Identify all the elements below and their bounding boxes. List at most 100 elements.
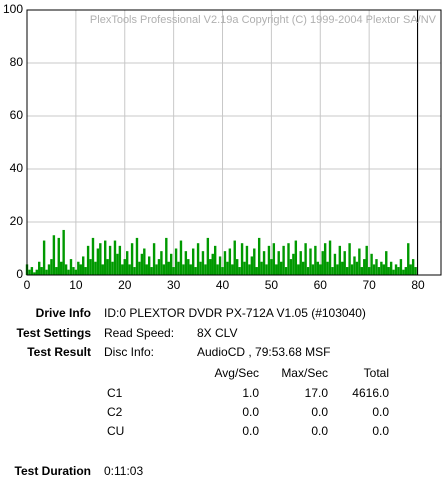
bar: [228, 248, 232, 275]
bar: [343, 251, 346, 275]
cell: 0.0: [311, 405, 328, 419]
bar: [38, 261, 41, 275]
bar: [253, 248, 256, 275]
bar: [331, 267, 334, 275]
row-label: CU: [107, 424, 124, 438]
bar: [79, 264, 82, 275]
bar: [67, 269, 70, 275]
bar: [165, 237, 168, 275]
bar: [155, 264, 158, 275]
bar: [201, 251, 205, 275]
cell: 0.0: [311, 424, 328, 438]
watermark: PlexTools Professional V2.19a Copyright …: [90, 14, 437, 26]
bar: [299, 251, 302, 275]
bar: [50, 259, 53, 275]
bar: [196, 243, 200, 275]
bar: [294, 240, 298, 275]
bar: [314, 245, 317, 275]
value: 8X CLV: [197, 326, 237, 340]
bar: [113, 240, 117, 275]
bar: [240, 243, 244, 275]
bar: [150, 267, 153, 275]
cell: 1.0: [242, 386, 259, 400]
y-tick-label: 80: [10, 55, 24, 69]
bar: [348, 243, 351, 275]
bar: [91, 237, 95, 275]
bar: [57, 237, 60, 275]
bar: [33, 272, 36, 275]
bar: [187, 259, 190, 275]
bar: [96, 248, 100, 275]
bar: [277, 251, 280, 275]
bar: [358, 248, 361, 275]
bar: [69, 259, 73, 275]
bar: [389, 261, 393, 275]
cell: 0.0: [242, 424, 259, 438]
bar: [116, 253, 119, 275]
bar: [231, 264, 234, 275]
bar: [28, 269, 31, 275]
bar: [387, 267, 390, 275]
bar: [245, 245, 249, 275]
bar: [243, 261, 246, 275]
bar: [143, 248, 146, 275]
bar: [382, 264, 386, 275]
bar: [211, 253, 214, 275]
bar: [84, 267, 87, 275]
cell: 0.0: [372, 405, 389, 419]
row-label: C1: [107, 386, 123, 400]
bar: [101, 264, 104, 275]
x-tick-label: 30: [167, 278, 181, 292]
bar: [145, 264, 148, 275]
x-tick-label: 70: [362, 278, 376, 292]
bar: [226, 261, 229, 275]
bar: [42, 240, 46, 275]
bar: [284, 267, 288, 275]
bar: [350, 264, 354, 275]
column-header: Total: [364, 366, 389, 380]
bar: [363, 259, 366, 275]
bar: [233, 240, 236, 275]
bar: [404, 267, 408, 275]
bar: [370, 253, 373, 275]
bar: [104, 240, 107, 275]
y-tick-label: 60: [10, 108, 24, 122]
bar: [130, 243, 134, 275]
x-tick-label: 0: [24, 278, 31, 292]
bar: [250, 256, 254, 275]
bar: [279, 261, 283, 275]
bar: [89, 259, 92, 275]
bar: [118, 245, 122, 275]
column-header: Max/Sec: [281, 366, 328, 380]
bar: [94, 261, 97, 275]
bar: [77, 261, 80, 275]
bar: [297, 264, 300, 275]
bar: [162, 264, 166, 275]
bar: [301, 261, 305, 275]
bar: [126, 251, 129, 275]
bar: [123, 259, 126, 275]
bar: [121, 264, 124, 275]
bar: [223, 251, 227, 275]
bar: [206, 237, 210, 275]
bar: [209, 259, 212, 275]
bar: [221, 267, 224, 275]
y-tick-label: 0: [16, 267, 23, 281]
bar: [55, 267, 58, 275]
bar: [238, 267, 241, 275]
bar: [394, 264, 398, 275]
bar: [316, 261, 320, 275]
plot-frame: [26, 9, 442, 276]
bar: [179, 240, 183, 275]
bar: [45, 269, 48, 275]
y-tick-label: 40: [10, 161, 24, 175]
bar: [267, 245, 271, 275]
bar: [333, 253, 337, 275]
bar: [177, 261, 180, 275]
bar: [194, 267, 197, 275]
bar: [402, 269, 405, 275]
bar: [407, 243, 410, 275]
bar: [111, 261, 114, 275]
bar: [409, 264, 412, 275]
bar: [360, 267, 364, 275]
